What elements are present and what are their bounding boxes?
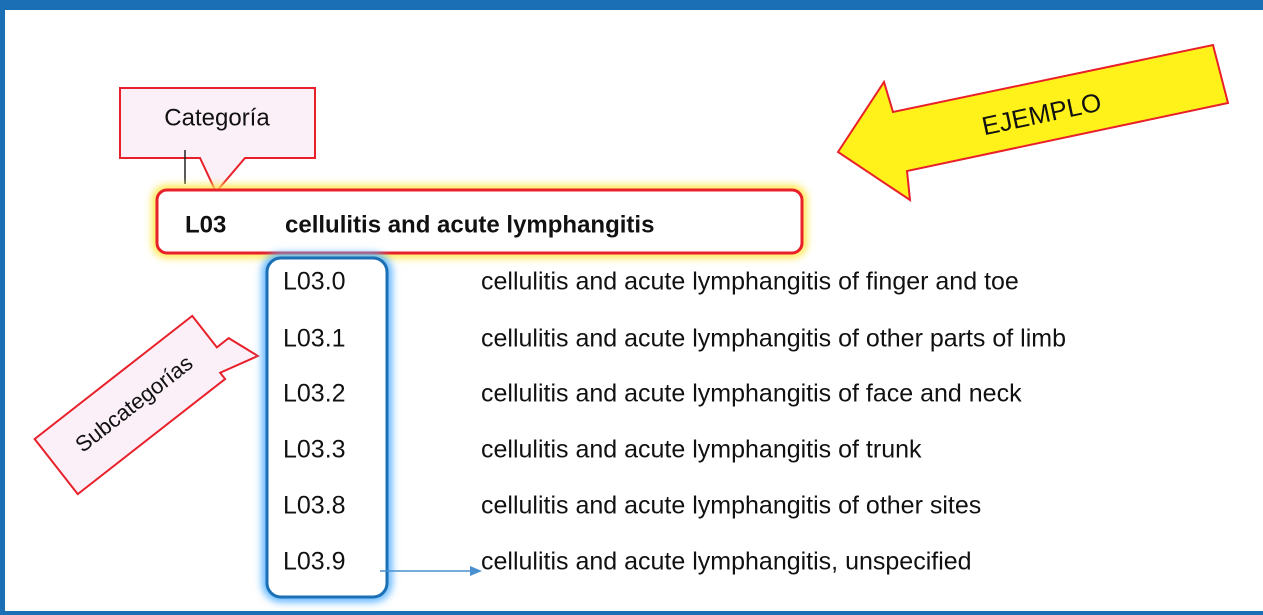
- subcategory-code: L03.9: [283, 548, 346, 576]
- subcategory-description: cellulitis and acute lymphangitis of fin…: [481, 268, 1019, 296]
- subcategory-code: L03.0: [283, 268, 346, 296]
- subcategories-callout: [33, 314, 261, 496]
- example-arrow: [836, 43, 1230, 203]
- frame-bottom: [0, 611, 1263, 615]
- subcategory-code: L03.8: [283, 492, 346, 520]
- subcategory-description: cellulitis and acute lymphangitis of fac…: [481, 380, 1022, 408]
- category-title: cellulitis and acute lymphangitis: [285, 211, 654, 238]
- subcategory-description: cellulitis and acute lymphangitis, unspe…: [481, 548, 972, 576]
- subcategory-code: L03.2: [283, 380, 346, 408]
- subcategory-box: [265, 256, 389, 599]
- category-box: [155, 188, 804, 255]
- frame-top: [0, 0, 1263, 10]
- subcategory-code: L03.3: [283, 436, 346, 464]
- category-callout: [119, 87, 316, 194]
- category-callout-label: Categoría: [164, 104, 270, 131]
- subcategory-description: cellulitis and acute lymphangitis of tru…: [481, 436, 922, 464]
- subcategory-code: L03.1: [283, 325, 346, 353]
- subcategory-description: cellulitis and acute lymphangitis of oth…: [481, 492, 981, 520]
- category-code: L03: [185, 211, 226, 238]
- pointer-head: [470, 566, 482, 576]
- subcategory-description: cellulitis and acute lymphangitis of oth…: [481, 325, 1066, 353]
